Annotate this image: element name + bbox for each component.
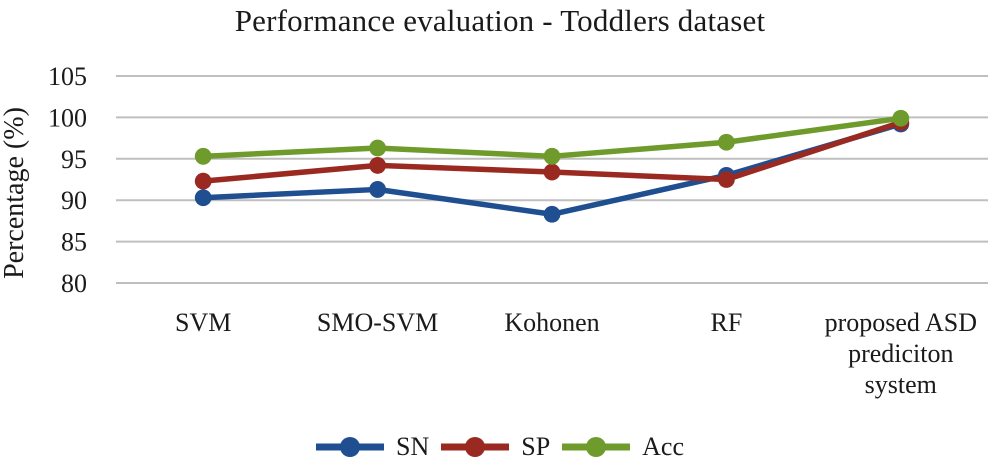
legend-label-SN: SN [395,432,430,461]
data-point-SN-2 [369,181,386,198]
data-point-SN-3 [543,205,561,223]
data-point-Acc-5 [892,109,910,127]
legend-item-SP: SP [441,434,550,460]
data-point-SN-1 [194,189,212,207]
data-point-Acc-1 [194,147,212,165]
y-tick-label-80: 80 [61,269,87,298]
data-point-SP-4 [718,171,735,188]
legend-label-SP: SP [521,432,551,461]
x-axis-label-proposed-asd-prediciton-system: proposed ASD prediciton system [825,308,977,399]
data-point-Acc-4 [718,133,735,151]
legend-item-Acc: Acc [562,434,684,460]
legend: SN SP Acc [0,430,1000,464]
legend-swatch-SN [315,437,384,457]
data-point-SP-3 [543,163,561,181]
chart-title: Performance evaluation - Toddlers datase… [234,3,766,38]
y-tick-label-90: 90 [61,186,87,215]
data-point-SP-2 [369,157,386,174]
data-point-SP-1 [194,172,212,190]
data-point-Acc-2 [369,139,386,157]
x-axis-label-svm: SVM [175,308,231,337]
y-tick-label-85: 85 [61,228,87,257]
x-axis-label-kohonen: Kohonen [504,308,599,337]
y-tick-label-105: 105 [48,62,87,91]
x-axis-label-smo-svm: SMO-SVM [317,308,438,337]
x-axis-label-rf: RF [710,308,742,337]
legend-item-SN: SN [315,432,430,461]
y-tick-label-95: 95 [61,145,87,174]
legend-swatch-SP [441,437,510,457]
y-tick-label-100: 100 [48,103,87,132]
legend-swatch-Acc [562,437,631,457]
data-point-Acc-3 [543,147,561,165]
legend-label-Acc: Acc [642,432,685,461]
